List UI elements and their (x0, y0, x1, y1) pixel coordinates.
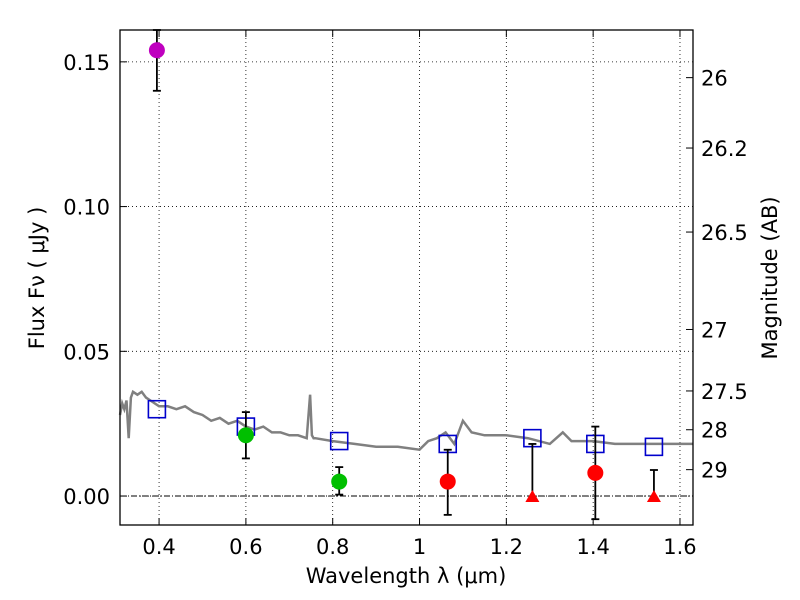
model-photometry (147, 399, 664, 457)
plot-frame (119, 29, 694, 526)
x-tick-label: 1.2 (490, 535, 523, 559)
mag-tick-label: 27.5 (701, 380, 748, 404)
x-tick-label: 1.4 (576, 535, 609, 559)
x-tick-label: 1.6 (663, 535, 696, 559)
x-tick-label: 0.6 (229, 535, 262, 559)
observed-point (587, 464, 604, 481)
y-tick-label: 0.15 (63, 51, 110, 75)
mag-tick-label: 26 (701, 67, 728, 91)
mag-tick-label: 29 (701, 459, 728, 483)
right-axis-label: Magnitude (AB) (758, 196, 782, 359)
upper-limit-triangle (646, 490, 661, 503)
observed-point (439, 473, 456, 490)
x-tick-label: 0.8 (316, 535, 349, 559)
mag-tick-label: 27 (701, 318, 728, 342)
observed-point (331, 473, 348, 490)
y-tick-label: 0.05 (63, 340, 110, 364)
magnitude-axis-ticks: 26 26.2 26.5 27 27.5 28 29 (686, 67, 748, 483)
y-axis-label: Flux Fν ( μJy ) (25, 207, 49, 350)
plot-background (120, 30, 693, 525)
model-photometry-square (644, 437, 664, 457)
y-tick-label: 0.00 (63, 485, 110, 509)
x-axis-ticks: 0.4 0.6 0.8 1 1.2 1.4 1.6 (142, 30, 697, 559)
model-photometry-square (147, 399, 167, 419)
observed-point (148, 42, 165, 59)
model-spectrum (118, 389, 693, 452)
observed-point (237, 427, 254, 444)
mag-tick-label: 28 (701, 419, 728, 443)
mag-tick-label: 26.5 (701, 221, 748, 245)
model-spectrum-line (118, 389, 693, 452)
x-axis-label: Wavelength λ (μm) (306, 564, 507, 588)
y-tick-label: 0.10 (63, 196, 110, 220)
y-axis-ticks: 0.00 0.05 0.10 0.15 (63, 51, 127, 509)
model-photometry-square (329, 431, 349, 451)
x-tick-label: 0.4 (142, 535, 175, 559)
mag-tick-label: 26.2 (701, 137, 748, 161)
observed-photometry (148, 42, 661, 503)
upper-limit-triangle (525, 490, 540, 503)
x-tick-label: 1 (413, 535, 426, 559)
